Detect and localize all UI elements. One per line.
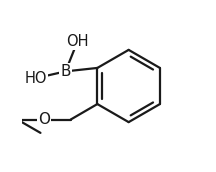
Text: OH: OH (66, 34, 89, 49)
Text: B: B (60, 64, 71, 79)
Text: HO: HO (24, 71, 47, 86)
Text: O: O (38, 112, 50, 127)
